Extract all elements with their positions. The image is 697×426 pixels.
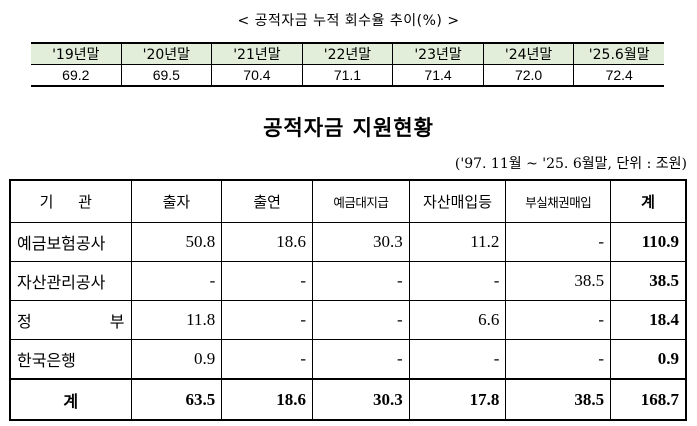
row-cell: 11.8 <box>130 300 223 340</box>
year-cell: '22년말 <box>301 42 394 65</box>
row-cell: - <box>311 261 410 301</box>
row-cell: 18.6 <box>221 222 313 262</box>
rate-value-cell: 70.4 <box>211 64 303 87</box>
row-cell: 38.5 <box>505 261 612 301</box>
total-row: 계 63.5 18.6 30.3 17.8 38.5 168.7 <box>9 378 687 421</box>
header-cell-total: 계 <box>610 179 687 223</box>
row-total-cell: 0.9 <box>610 339 687 380</box>
table-row: 정 부 11.8 - - 6.6 - 18.4 <box>9 300 687 340</box>
row-cell: - <box>505 222 612 262</box>
rate-value-cell: 72.4 <box>573 64 664 87</box>
rate-value-cell: 72.0 <box>482 64 575 87</box>
recovery-rate-caption: < 공적자금 누적 회수율 추이(%) > <box>237 13 460 29</box>
row-cell: 0.9 <box>130 339 223 380</box>
year-cell: '23년말 <box>392 42 484 65</box>
total-cell: 38.5 <box>505 378 612 421</box>
recovery-rate-table: '19년말 '20년말 '21년말 '22년말 '23년말 '24년말 '25.… <box>31 42 664 87</box>
support-table: 기 관 출자 출연 예금대지급 자산매입등 부실채권매입 계 예금보험공사 50… <box>9 179 687 421</box>
row-org: 정 부 <box>9 300 132 340</box>
row-cell: - <box>311 339 410 380</box>
year-cell: '21년말 <box>211 42 303 65</box>
support-unit-note: ('97. 11월 ~ '25. 6월말, 단위 : 조원) <box>454 156 687 172</box>
table-row: 한국은행 0.9 - - - - 0.9 <box>9 339 687 380</box>
row-cell: - <box>221 300 313 340</box>
year-cell: '20년말 <box>120 42 213 65</box>
rate-value-cell: 71.4 <box>392 64 484 87</box>
rate-value-cell: 69.5 <box>120 64 213 87</box>
recovery-rate-year-row: '19년말 '20년말 '21년말 '22년말 '23년말 '24년말 '25.… <box>31 42 664 65</box>
header-cell: 출자 <box>130 179 223 223</box>
recovery-rate-value-row: 69.2 69.5 70.4 71.1 71.4 72.0 72.4 <box>31 64 664 87</box>
rate-value-cell: 71.1 <box>301 64 394 87</box>
header-cell: 부실채권매입 <box>505 179 612 223</box>
support-header-row: 기 관 출자 출연 예금대지급 자산매입등 부실채권매입 계 <box>9 179 687 223</box>
row-cell: - <box>408 339 507 380</box>
rate-value-cell: 69.2 <box>31 64 122 87</box>
table-row: 예금보험공사 50.8 18.6 30.3 11.2 - 110.9 <box>9 222 687 262</box>
row-cell: - <box>130 261 223 301</box>
row-org: 한국은행 <box>9 339 132 380</box>
year-cell: '24년말 <box>482 42 575 65</box>
row-cell: 30.3 <box>311 222 410 262</box>
total-cell: 30.3 <box>311 378 410 421</box>
row-cell: - <box>408 261 507 301</box>
header-cell-org: 기 관 <box>9 179 132 223</box>
total-cell: 17.8 <box>408 378 507 421</box>
header-cell: 출연 <box>221 179 313 223</box>
support-title: 공적자금 지원현황 <box>263 115 434 140</box>
row-total-cell: 18.4 <box>610 300 687 340</box>
row-org: 자산관리공사 <box>9 261 132 301</box>
row-cell: - <box>221 261 313 301</box>
row-cell: - <box>505 339 612 380</box>
table-row: 자산관리공사 - - - - 38.5 38.5 <box>9 261 687 301</box>
total-cell: 18.6 <box>221 378 313 421</box>
row-cell: 50.8 <box>130 222 223 262</box>
year-cell: '25.6월말 <box>573 42 664 65</box>
grand-total-cell: 168.7 <box>610 378 687 421</box>
total-cell: 63.5 <box>130 378 223 421</box>
row-cell: - <box>311 300 410 340</box>
header-cell: 자산매입등 <box>408 179 507 223</box>
row-cell: - <box>505 300 612 340</box>
row-org: 예금보험공사 <box>9 222 132 262</box>
row-total-cell: 110.9 <box>610 222 687 262</box>
row-cell: 6.6 <box>408 300 507 340</box>
row-cell: - <box>221 339 313 380</box>
total-row-label: 계 <box>9 378 132 421</box>
row-cell: 11.2 <box>408 222 507 262</box>
header-cell: 예금대지급 <box>311 179 410 223</box>
row-total-cell: 38.5 <box>610 261 687 301</box>
year-cell: '19년말 <box>31 42 122 65</box>
